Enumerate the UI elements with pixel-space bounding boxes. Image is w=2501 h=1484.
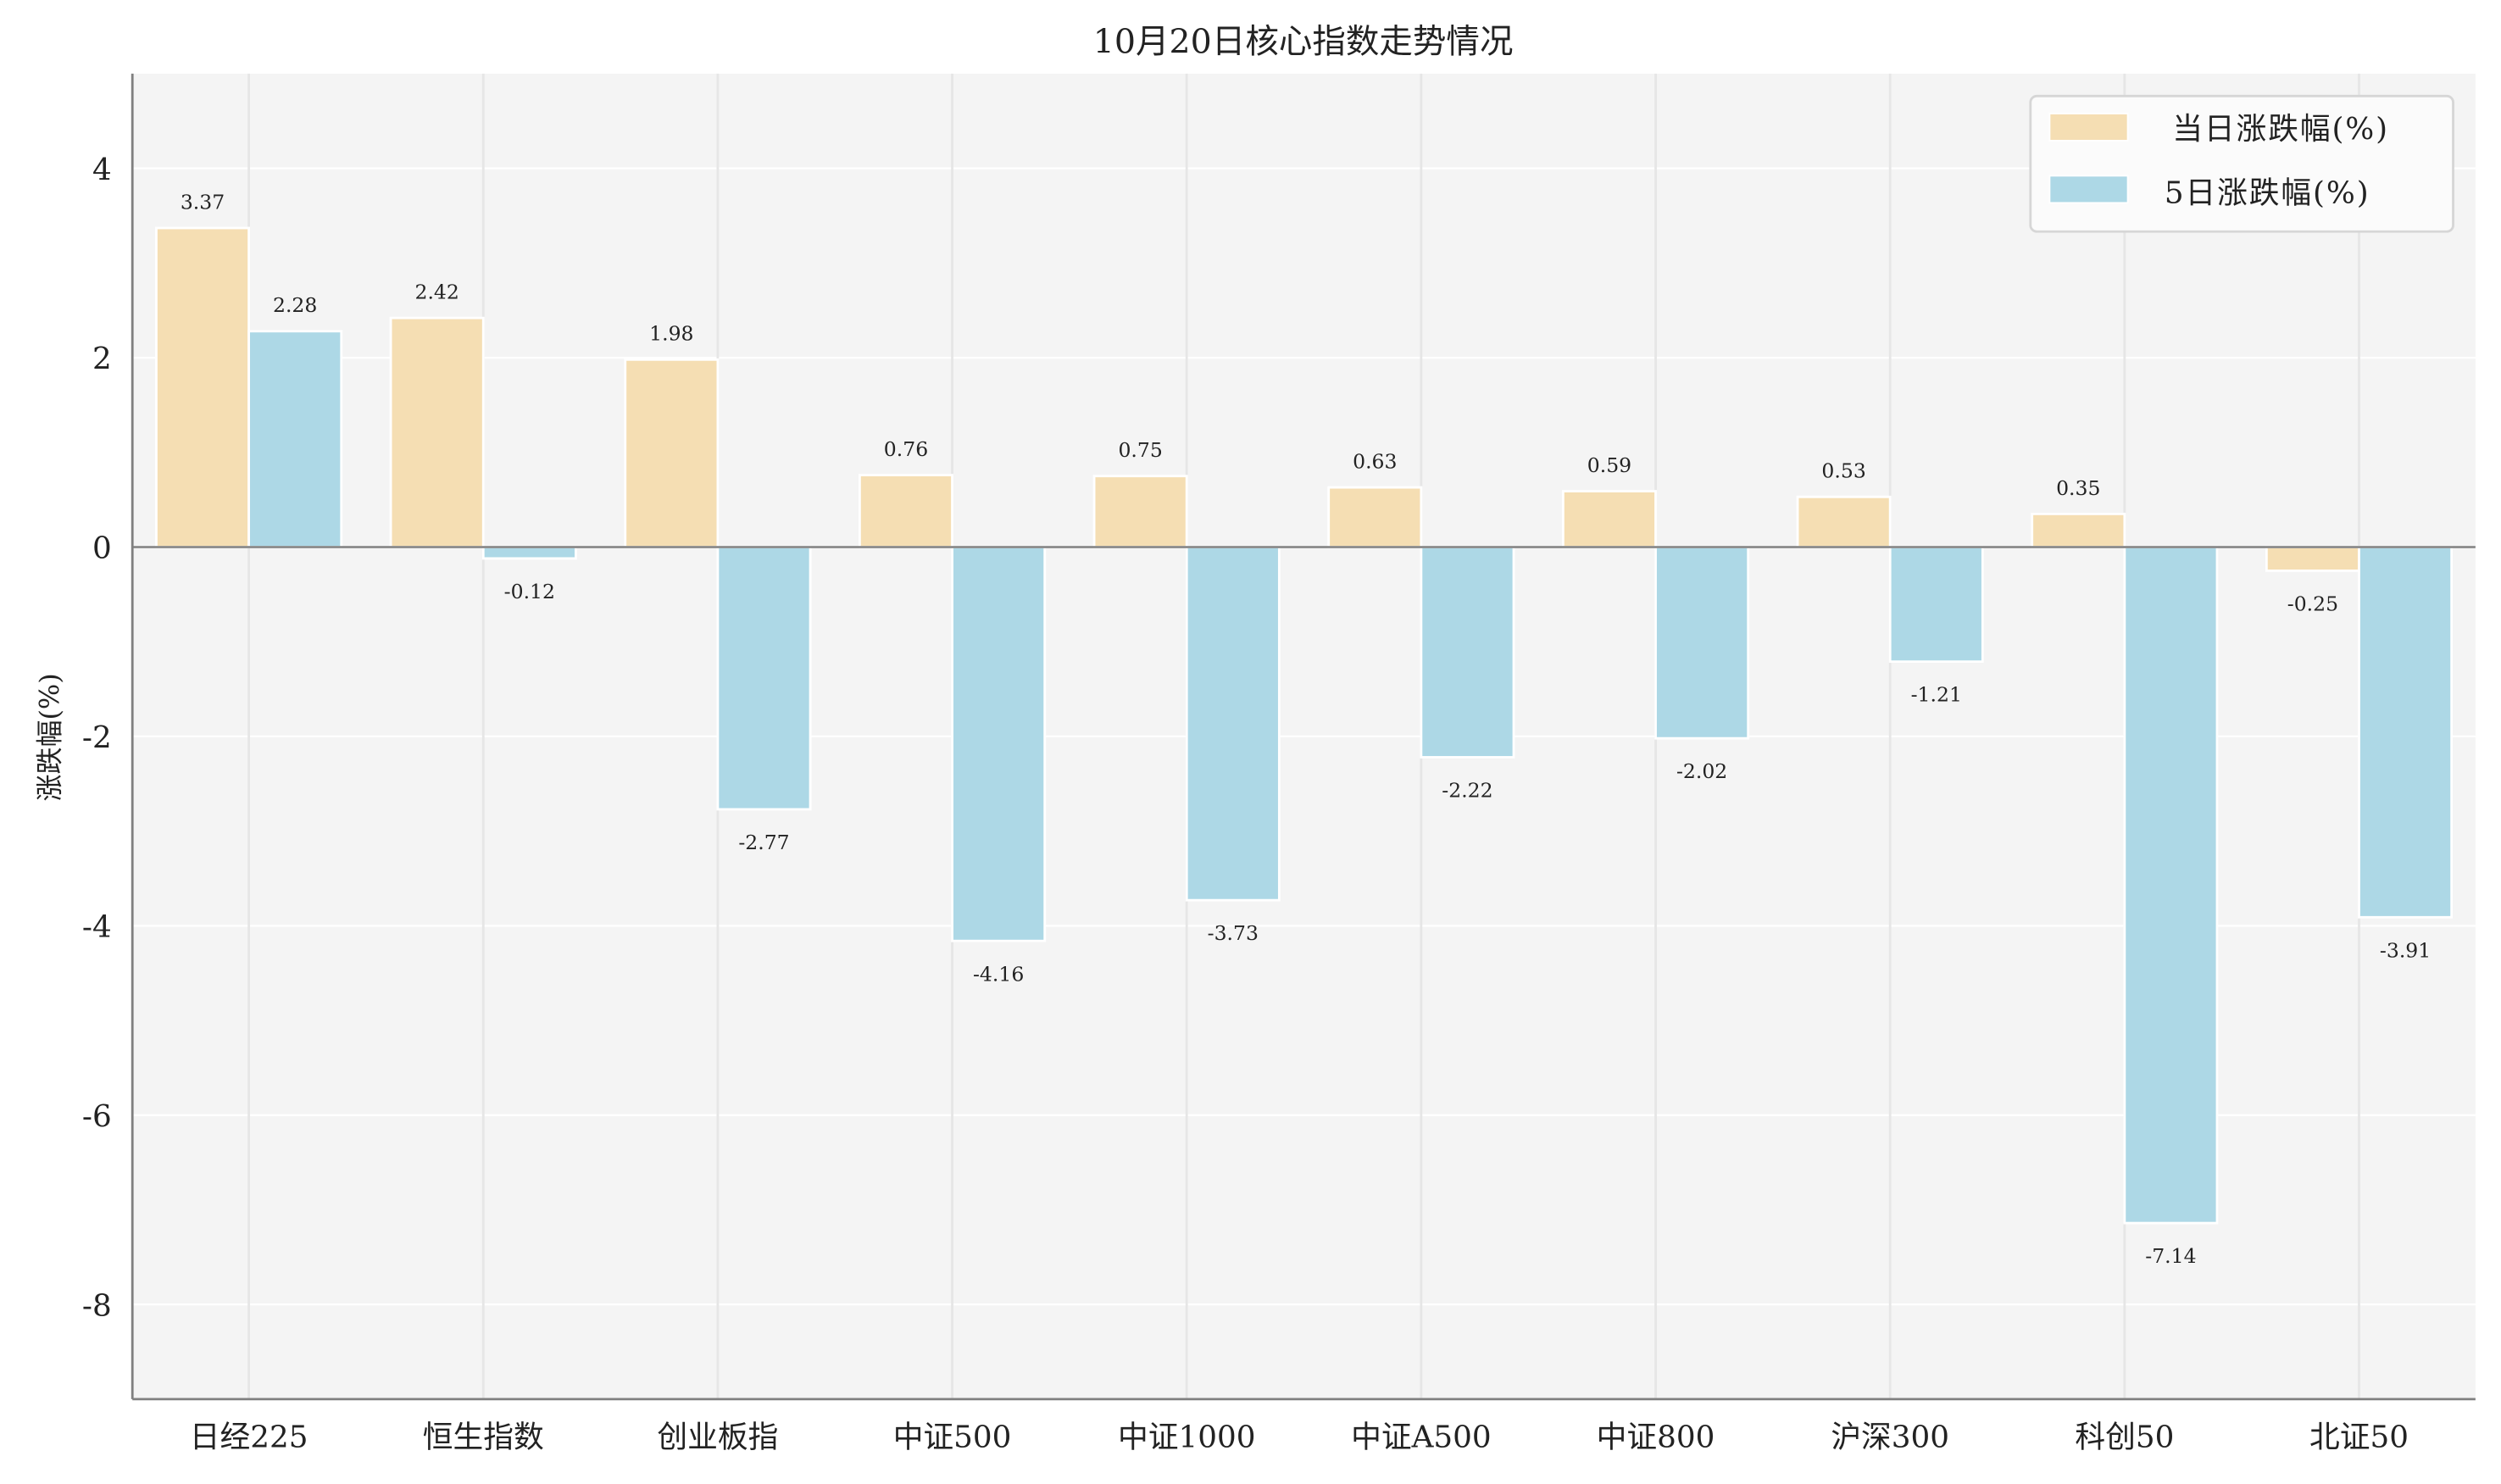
data-label: 0.59 <box>1587 453 1631 477</box>
y-tick-label: 4 <box>92 153 112 187</box>
legend-swatch-5day <box>2048 175 2129 204</box>
bar-daily <box>389 316 485 548</box>
data-label: 0.35 <box>2056 476 2100 500</box>
data-label: 3.37 <box>181 190 225 214</box>
data-label: -7.14 <box>2145 1244 2196 1268</box>
bar-5day <box>247 330 343 548</box>
data-label: 0.63 <box>1353 450 1397 474</box>
y-tick-label: -6 <box>82 1099 112 1134</box>
bar-5day <box>951 546 1047 942</box>
bar-5day <box>2358 546 2454 919</box>
x-tick-label: 科创50 <box>2075 1420 2174 1454</box>
bar-daily <box>1796 495 1892 548</box>
x-tick-label: 日经225 <box>190 1420 308 1454</box>
bar-daily <box>1327 486 1423 548</box>
legend-label-daily: 当日涨跌幅(%) <box>2172 112 2389 147</box>
y-tick-label: -8 <box>82 1288 112 1323</box>
bar-5day <box>1420 546 1515 759</box>
bar-daily <box>2265 546 2360 572</box>
data-label: -4.16 <box>973 962 1024 986</box>
y-axis-label: 涨跌幅(%) <box>34 673 66 801</box>
x-tick-label: 中证1000 <box>1118 1420 1255 1454</box>
bars <box>155 226 2454 1225</box>
y-tick-label: -2 <box>82 720 112 755</box>
y-tick-label: -4 <box>82 910 112 945</box>
bar-daily <box>858 474 953 548</box>
data-label: -2.77 <box>738 831 789 854</box>
bar-5day <box>1888 546 1984 664</box>
data-label: -3.91 <box>2380 938 2431 962</box>
legend-label-5day: 5日涨跌幅(%) <box>2165 175 2370 210</box>
data-label: -1.21 <box>1911 683 1962 707</box>
data-labels: 3.37 2.42 1.98 0.76 0.75 0.63 0.59 0.53 0.35 -0.2… <box>181 190 2431 1268</box>
bar-5day <box>2123 546 2219 1225</box>
legend-box <box>2029 94 2454 233</box>
data-label: -2.02 <box>1676 759 1727 783</box>
bar-daily <box>1561 490 1657 548</box>
data-label: 2.42 <box>414 281 459 304</box>
data-label: 0.75 <box>1118 438 1162 462</box>
data-label: 0.53 <box>1821 459 1865 483</box>
bar-5day <box>481 546 577 560</box>
chart-title: 10月20日核心指数走势情况 <box>1093 22 1514 61</box>
x-tick-label: 中证800 <box>1597 1420 1715 1454</box>
x-tick-labels: 日经225 恒生指数 创业板指 中证500 中证1000 中证A500 中证800 沪深300… <box>190 1420 2409 1454</box>
data-label: -0.25 <box>2287 592 2338 615</box>
x-tick-label: 中证500 <box>893 1420 1012 1454</box>
bar-daily <box>1092 475 1188 548</box>
data-label: 2.28 <box>273 293 317 317</box>
bar-daily <box>2031 512 2126 548</box>
data-label: 0.76 <box>884 437 928 461</box>
x-tick-label: 北证50 <box>2309 1420 2409 1454</box>
y-tick-label: 0 <box>92 531 112 566</box>
x-tick-label: 沪深300 <box>1831 1420 1949 1454</box>
data-label: -2.22 <box>1442 779 1492 803</box>
bar-5day <box>716 546 812 811</box>
data-label: -0.12 <box>504 580 555 603</box>
legend: 当日涨跌幅(%) 5日涨跌幅(%) <box>2029 94 2454 233</box>
x-tick-label: 中证A500 <box>1351 1420 1492 1454</box>
legend-swatch-daily <box>2048 113 2129 142</box>
x-tick-label: 创业板指 <box>657 1420 778 1454</box>
x-tick-label: 恒生指数 <box>423 1420 544 1454</box>
bar-5day <box>1185 546 1281 902</box>
y-tick-label: 2 <box>92 342 112 376</box>
bar-5day <box>1654 546 1750 740</box>
bar-daily <box>155 226 251 548</box>
y-tick-labels: 4 2 0 -2 -4 -6 -8 <box>82 153 112 1324</box>
data-label: 1.98 <box>649 322 693 346</box>
data-label: -3.73 <box>1208 921 1259 945</box>
bar-daily <box>624 358 720 548</box>
